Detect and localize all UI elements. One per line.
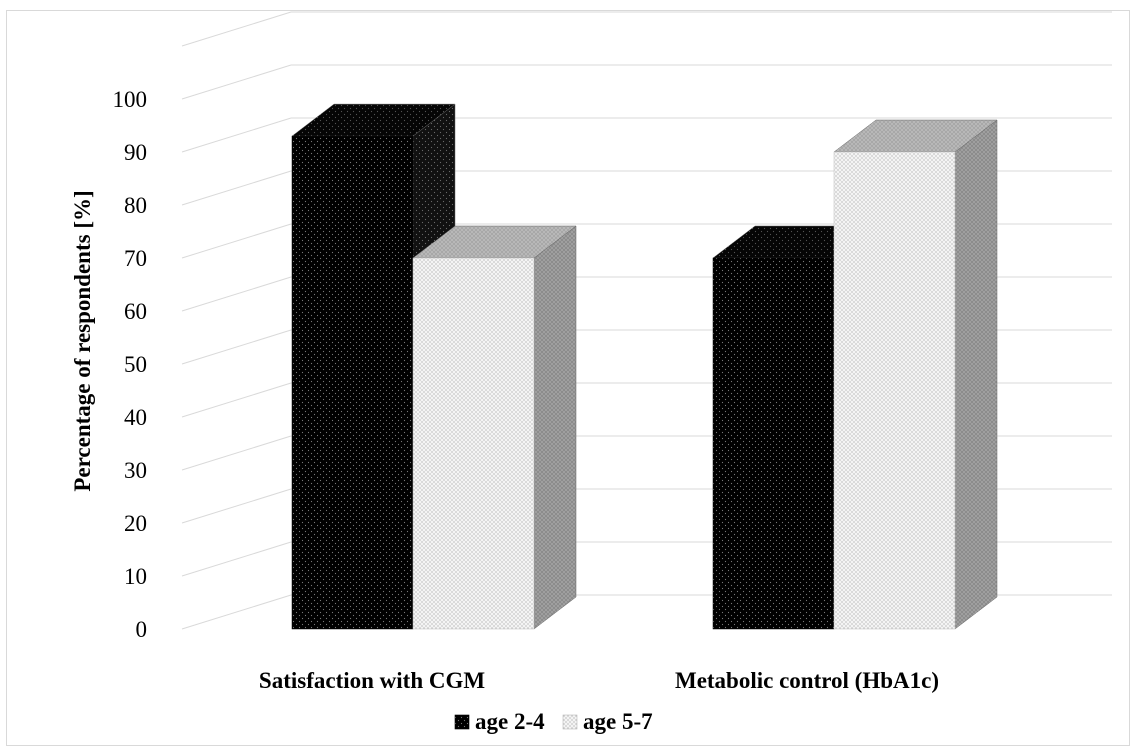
legend-swatch (454, 714, 470, 730)
gridline-diagonal (181, 382, 292, 418)
y-axis-ticks: 0 10 20 30 40 50 60 70 80 90 100 (113, 87, 148, 642)
legend-label: age 2-4 (475, 709, 545, 734)
gridline-diagonal (181, 223, 292, 259)
gridline-diagonal (181, 541, 292, 577)
y-axis-title: Percentage of respondents [%] (70, 190, 95, 491)
bar (412, 225, 577, 630)
x-category-label: Metabolic control (HbA1c) (675, 668, 939, 693)
x-axis-categories: Satisfaction with CGM Metabolic control (… (259, 668, 939, 693)
y-tick-label: 80 (124, 193, 147, 218)
y-tick-label: 100 (113, 87, 148, 112)
bar-chart: 0 10 20 30 40 50 60 70 80 90 100 Satisfaction with… (70, 11, 1112, 734)
bar-front (833, 151, 956, 630)
y-tick-label: 20 (124, 511, 147, 536)
bar-side (954, 119, 998, 630)
gridline-diagonal (181, 170, 292, 206)
bar (833, 119, 998, 630)
gridline-diagonal (181, 594, 292, 630)
gridline-diagonal (181, 11, 292, 47)
gridline-diagonal (181, 64, 292, 100)
y-tick-label: 0 (136, 617, 148, 642)
bar-front (712, 257, 835, 630)
legend-swatch (562, 714, 578, 730)
y-tick-label: 90 (124, 140, 147, 165)
y-tick-label: 10 (124, 564, 147, 589)
bar-front (412, 257, 535, 630)
chart-frame: 0 10 20 30 40 50 60 70 80 90 100 Satisfaction with… (6, 10, 1130, 746)
legend-item: age 2-4 (454, 709, 545, 734)
y-tick-label: 30 (124, 458, 147, 483)
y-tick-label: 60 (124, 299, 147, 324)
gridline-diagonal (181, 488, 292, 524)
bar-side (533, 225, 577, 630)
gridline-diagonal (181, 435, 292, 471)
bars (291, 103, 998, 630)
gridline-diagonal (181, 329, 292, 365)
bar-front (291, 135, 414, 630)
y-tick-label: 70 (124, 246, 147, 271)
gridline-diagonal (181, 117, 292, 153)
legend: age 2-4 age 5-7 (454, 709, 653, 734)
y-tick-label: 40 (124, 405, 147, 430)
legend-item: age 5-7 (562, 709, 653, 734)
x-category-label: Satisfaction with CGM (259, 668, 485, 693)
legend-label: age 5-7 (583, 709, 653, 734)
y-tick-label: 50 (124, 352, 147, 377)
gridline-diagonal (181, 276, 292, 312)
